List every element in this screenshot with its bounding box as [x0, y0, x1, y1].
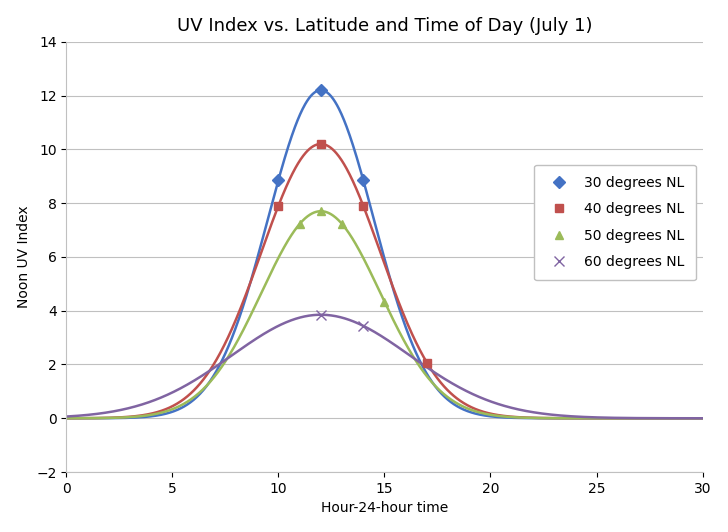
- 40 degrees NL: [422, 360, 431, 366]
- 40 degrees NL: [359, 203, 368, 209]
- Line: 60 degrees NL: 60 degrees NL: [316, 310, 368, 331]
- Line: 30 degrees NL: 30 degrees NL: [274, 86, 368, 184]
- 50 degrees NL: [338, 221, 347, 227]
- 60 degrees NL: [317, 312, 325, 318]
- X-axis label: Hour-24-hour time: Hour-24-hour time: [321, 501, 448, 516]
- Title: UV Index vs. Latitude and Time of Day (July 1): UV Index vs. Latitude and Time of Day (J…: [177, 16, 592, 35]
- 40 degrees NL: [317, 141, 325, 147]
- 50 degrees NL: [317, 208, 325, 214]
- 30 degrees NL: [317, 87, 325, 94]
- Y-axis label: Noon UV Index: Noon UV Index: [17, 205, 31, 308]
- Line: 40 degrees NL: 40 degrees NL: [274, 140, 431, 367]
- 40 degrees NL: [274, 203, 282, 209]
- 50 degrees NL: [380, 298, 389, 305]
- Line: 50 degrees NL: 50 degrees NL: [296, 207, 389, 306]
- 50 degrees NL: [296, 221, 304, 227]
- 60 degrees NL: [359, 322, 368, 329]
- Legend: 30 degrees NL, 40 degrees NL, 50 degrees NL, 60 degrees NL: 30 degrees NL, 40 degrees NL, 50 degrees…: [534, 164, 696, 280]
- 30 degrees NL: [274, 177, 282, 183]
- 30 degrees NL: [359, 177, 368, 183]
